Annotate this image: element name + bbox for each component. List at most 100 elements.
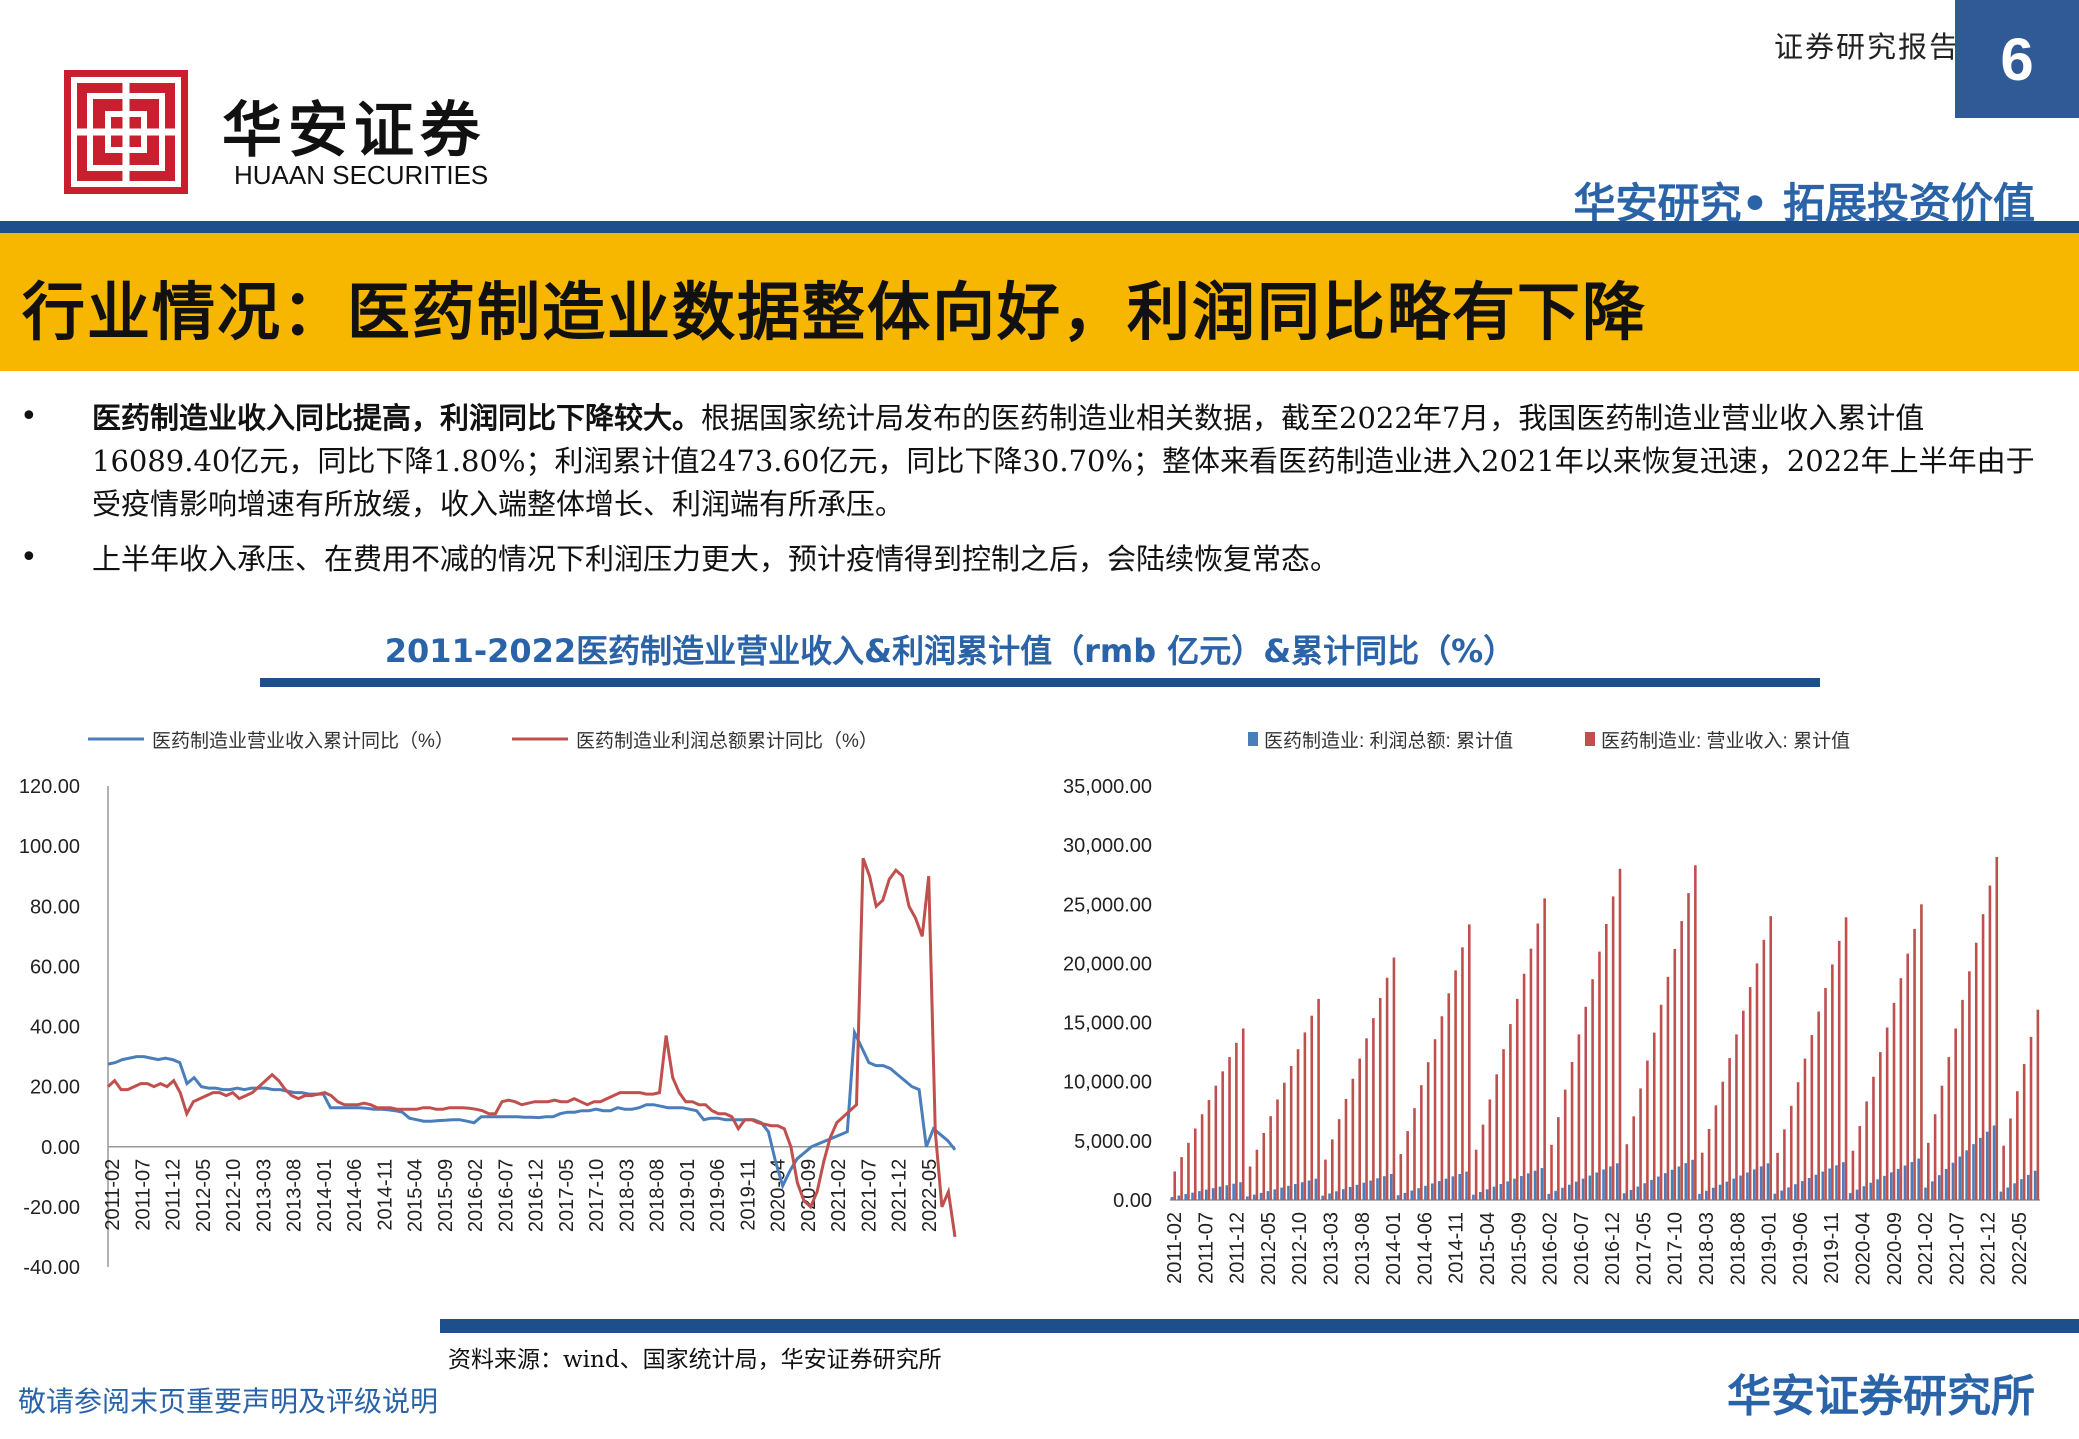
profit-bar: [1794, 1184, 1797, 1200]
profit-bar: [1403, 1192, 1407, 1200]
y-tick-label: 10,000.00: [1063, 1072, 1152, 1094]
revenue-bar: [1248, 1166, 1252, 1200]
revenue-bar: [1324, 1159, 1327, 1200]
profit-bar: [1355, 1184, 1359, 1200]
revenue-bar: [1844, 917, 1848, 1200]
revenue-bar: [1776, 1152, 1779, 1200]
y-tick-label: 0.00: [1113, 1190, 1152, 1212]
profit-bar: [1609, 1166, 1612, 1200]
profit-bar: [1204, 1189, 1208, 1200]
profit-bar: [1225, 1185, 1229, 1200]
profit-bar: [1211, 1188, 1215, 1200]
logo-emblem: [64, 70, 188, 194]
x-tick-label: 2021-07: [1946, 1212, 1968, 1285]
x-tick-label: 2018-08: [1727, 1212, 1749, 1285]
revenue-bar: [1591, 979, 1594, 1200]
profit-bar: [2020, 1179, 2023, 1200]
profit-bar: [1937, 1175, 1941, 1200]
profit-bar: [1903, 1165, 1907, 1200]
revenue-bar: [1515, 998, 1519, 1200]
y-tick-label: 120.00: [19, 776, 80, 798]
profit-bar: [1287, 1185, 1290, 1200]
revenue-bar: [1413, 1108, 1416, 1200]
x-tick-label: 2011-07: [1195, 1212, 1217, 1284]
footer-brand: 华安证券研究所: [1727, 1371, 2035, 1422]
legend-swatch: [1248, 732, 1258, 746]
x-tick-label: 2016-12: [526, 1159, 548, 1232]
revenue-bar: [1872, 1076, 1875, 1200]
x-tick-label: 2015-09: [1508, 1212, 1530, 1285]
profit-bar: [1780, 1190, 1783, 1200]
revenue-bar: [1488, 1099, 1492, 1200]
page-number: 6: [1955, 0, 2079, 118]
legend-swatch: [1585, 732, 1595, 746]
profit-bar: [1595, 1172, 1599, 1200]
profit-bar: [2033, 1170, 2037, 1200]
revenue-bar: [1193, 1128, 1197, 1200]
profit-bar: [1177, 1195, 1181, 1200]
profit-bar: [1602, 1169, 1605, 1200]
profit-bar: [1643, 1183, 1646, 1200]
revenue-bar: [1899, 978, 1903, 1200]
revenue-bar: [1467, 924, 1471, 1200]
revenue-bar: [1981, 914, 1985, 1200]
profit-bar: [1533, 1170, 1537, 1200]
profit-bar: [1314, 1178, 1318, 1200]
profit-bar: [1718, 1184, 1722, 1200]
revenue-bar: [1858, 1126, 1862, 1200]
revenue-bar: [1502, 1049, 1505, 1200]
revenue-bar: [1399, 1154, 1403, 1200]
profit-bar: [1931, 1181, 1934, 1200]
revenue-bar: [1728, 1058, 1731, 1200]
profit-bar: [2013, 1183, 2016, 1200]
profit-bar: [1485, 1189, 1489, 1200]
profit-bar: [1341, 1189, 1345, 1200]
x-tick-label: 2015-09: [435, 1159, 457, 1232]
profit-bar: [1520, 1176, 1523, 1200]
bullet-body: 上半年收入承压、在费用不减的情况下利润压力更大，预计疫情得到控制之后，会陆续恢复…: [92, 542, 1340, 576]
x-tick-label: 2019-11: [1821, 1212, 1843, 1284]
revenue-bar: [1940, 1085, 1944, 1200]
revenue-bar: [1721, 1081, 1725, 1200]
bullet-marker: •: [20, 399, 38, 434]
revenue-bar: [1461, 947, 1464, 1200]
profit-bar: [1437, 1181, 1441, 1200]
profit-bar: [1862, 1186, 1866, 1200]
profit-bar: [1431, 1183, 1434, 1200]
report-type-label: 证券研究报告: [1773, 30, 1960, 64]
revenue-bar: [1762, 939, 1766, 1200]
profit-bar: [1280, 1187, 1283, 1200]
x-tick-label: 2019-06: [707, 1159, 729, 1232]
x-tick-label: 2014-01: [1383, 1212, 1405, 1285]
y-tick-label: -20.00: [23, 1197, 80, 1219]
profit-bar: [1972, 1144, 1975, 1200]
revenue-bar: [1454, 970, 1457, 1200]
revenue-bar: [1646, 1060, 1649, 1200]
revenue-bar: [1933, 1114, 1937, 1200]
x-tick-label: 2012-10: [223, 1159, 245, 1232]
profit-bar: [1848, 1193, 1852, 1200]
x-tick-label: 2012-10: [1289, 1212, 1311, 1285]
revenue-bar: [1755, 963, 1759, 1200]
disclaimer-link[interactable]: 敬请参阅末页重要声明及评级说明: [18, 1385, 439, 1418]
logo-english-name: HUAAN SECURITIES: [234, 160, 489, 190]
profit-bar: [2026, 1174, 2030, 1200]
profit-bar: [1752, 1169, 1756, 1200]
x-tick-label: 2019-01: [1759, 1212, 1781, 1285]
revenue-bar: [1954, 1028, 1957, 1200]
revenue-bar: [1652, 1032, 1656, 1200]
profit-bar: [1335, 1191, 1338, 1200]
profit-bar: [1622, 1193, 1626, 1200]
revenue-bar: [1426, 1062, 1430, 1200]
profit-bar: [1376, 1178, 1379, 1200]
revenue-bar: [1748, 987, 1752, 1200]
y-tick-label: 0.00: [41, 1137, 80, 1159]
revenue-bar: [1837, 940, 1841, 1200]
x-tick-label: 2013-03: [253, 1159, 275, 1232]
x-tick-label: 2014-11: [1446, 1212, 1468, 1284]
bullet-paragraph-1: 医药制造业收入同比提高，利润同比下降较大。根据国家统计局发布的医药制造业相关数据…: [92, 397, 2057, 526]
legend-label: 医药制造业: 营业收入: 累计值: [1601, 730, 1850, 752]
bullet-lead: 医药制造业收入同比提高，利润同比下降较大。: [92, 401, 702, 435]
profit-bar: [1513, 1178, 1516, 1200]
profit-bar: [1615, 1163, 1619, 1200]
